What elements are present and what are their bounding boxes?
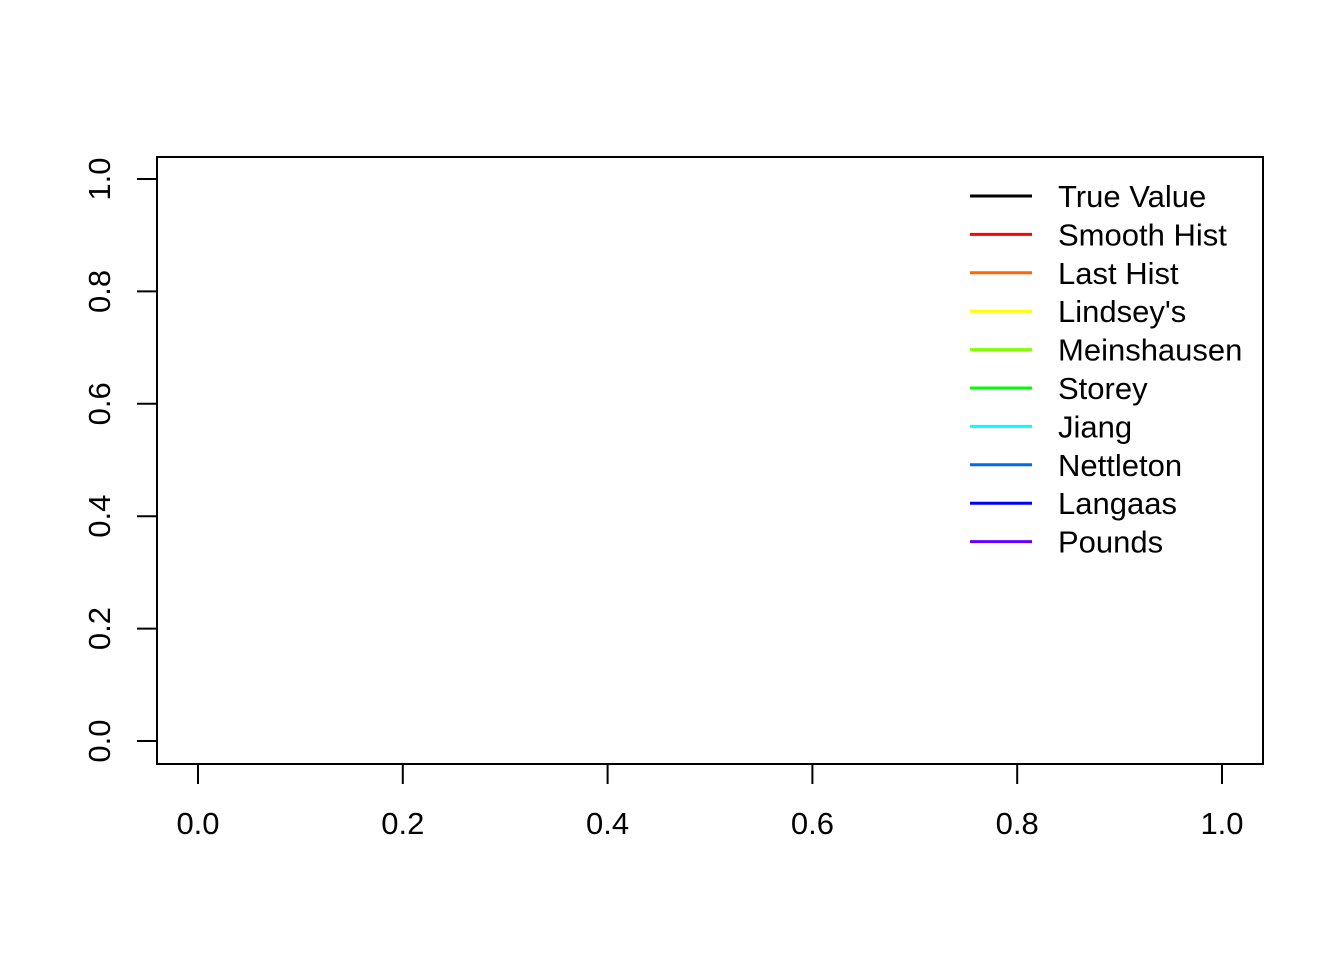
legend-label: Meinshausen (1058, 333, 1242, 368)
y-axis: 0.0 0.2 0.4 0.6 0.8 1.0 (82, 157, 158, 763)
x-tick-label: 1.0 (1200, 806, 1243, 841)
y-tick-label: 1.0 (82, 157, 117, 200)
y-tick-label: 0.4 (82, 495, 117, 538)
x-tick-label: 0.4 (586, 806, 629, 841)
legend-label: Pounds (1058, 525, 1163, 560)
legend-label: Nettleton (1058, 448, 1182, 483)
x-tick-label: 0.8 (996, 806, 1039, 841)
legend-label: Langaas (1058, 486, 1177, 521)
x-axis: 0.0 0.2 0.4 0.6 0.8 1.0 (176, 763, 1244, 841)
x-tick-label: 0.6 (791, 806, 834, 841)
x-tick-label: 0.0 (176, 806, 219, 841)
legend-label: Storey (1058, 371, 1148, 406)
legend-label: Last Hist (1058, 256, 1179, 291)
y-tick-label: 0.6 (82, 382, 117, 425)
y-tick-label: 0.2 (82, 607, 117, 650)
y-tick-label: 0.0 (82, 719, 117, 762)
legend-label: Jiang (1058, 409, 1132, 444)
legend-label: Lindsey's (1058, 294, 1186, 329)
y-tick-label: 0.8 (82, 270, 117, 313)
legend-label: True Value (1058, 179, 1206, 214)
legend-label: Smooth Hist (1058, 217, 1227, 252)
x-tick-label: 0.2 (381, 806, 424, 841)
